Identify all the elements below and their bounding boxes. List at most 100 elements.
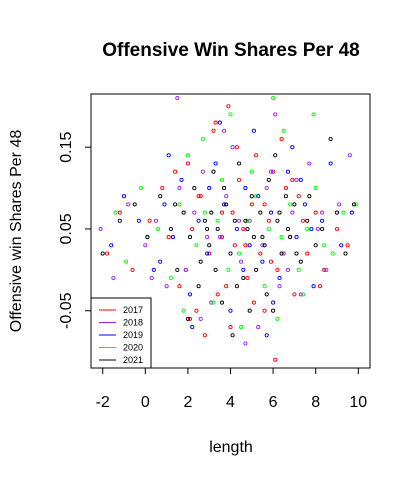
data-point-2021 — [228, 251, 233, 256]
legend-item-2019: 2019 — [99, 330, 143, 340]
data-point-2018 — [205, 235, 210, 240]
y-axis: -0.05 0.05 0.15 — [58, 131, 92, 329]
data-point-2018 — [264, 186, 269, 191]
data-point-2021 — [288, 235, 293, 240]
data-point-2019 — [268, 210, 274, 215]
data-point-2021 — [173, 202, 178, 207]
data-point-2017 — [117, 210, 122, 215]
x-axis: -2 0 2 4 6 8 10 — [96, 367, 367, 411]
data-point-2019 — [294, 235, 299, 240]
data-point-2020 — [354, 202, 359, 207]
data-point-2019 — [217, 120, 222, 125]
data-point-2021 — [100, 251, 105, 256]
data-point-2020 — [113, 210, 118, 215]
data-point-2021 — [294, 251, 299, 256]
data-point-2021 — [292, 202, 297, 207]
data-point-2020 — [138, 186, 144, 191]
data-point-2020 — [200, 136, 205, 142]
data-point-2021 — [185, 316, 190, 321]
data-point-2021 — [202, 218, 207, 223]
data-point-2017 — [292, 292, 297, 297]
data-point-2017 — [234, 145, 239, 150]
data-point-2017 — [230, 210, 235, 215]
data-point-2021 — [117, 218, 122, 223]
data-point-2021 — [351, 202, 357, 207]
data-point-2020 — [168, 275, 173, 281]
data-point-2017 — [224, 284, 229, 289]
data-point-2018 — [236, 218, 242, 223]
data-point-2020 — [254, 194, 259, 199]
data-point-2019 — [241, 267, 246, 272]
data-point-2020 — [228, 112, 233, 117]
data-point-2017 — [251, 300, 256, 305]
data-point-2020 — [288, 202, 293, 207]
data-point-2018 — [324, 267, 329, 272]
data-point-2021 — [298, 259, 303, 264]
data-point-2021 — [222, 186, 227, 191]
legend-label: 2020 — [123, 343, 143, 353]
data-point-2018 — [256, 325, 261, 330]
data-point-2020 — [279, 235, 284, 240]
data-point-2021 — [234, 284, 239, 289]
data-point-2019 — [271, 300, 276, 305]
data-point-2021 — [224, 202, 229, 207]
data-point-2020 — [330, 251, 335, 256]
data-point-2017 — [271, 169, 276, 174]
data-point-2020 — [262, 284, 267, 289]
data-point-2021 — [262, 243, 267, 248]
data-point-2017 — [166, 235, 171, 240]
data-point-2018 — [294, 177, 299, 182]
data-point-2017 — [245, 275, 250, 281]
data-point-2017 — [219, 235, 225, 240]
data-point-2019 — [213, 161, 218, 166]
data-point-2021 — [343, 251, 348, 256]
x-tick-label: 0 — [141, 394, 150, 411]
data-point-2018 — [198, 316, 203, 321]
data-point-2020 — [181, 308, 186, 313]
data-point-2017 — [275, 267, 280, 272]
data-point-2020 — [311, 112, 316, 117]
data-point-2021 — [275, 218, 280, 223]
data-point-2017 — [177, 284, 182, 289]
data-point-2021 — [158, 194, 163, 199]
data-point-2018 — [307, 161, 312, 166]
data-point-2021 — [181, 210, 186, 215]
data-point-2018 — [285, 267, 291, 272]
data-point-2021 — [198, 259, 203, 264]
data-point-2019 — [243, 186, 248, 191]
data-point-2020 — [305, 226, 310, 232]
data-point-2020 — [185, 153, 190, 158]
data-point-2017 — [207, 251, 212, 256]
data-point-2021 — [187, 235, 193, 240]
data-point-2018 — [224, 194, 229, 199]
data-point-2020 — [275, 316, 280, 321]
data-point-2020 — [239, 325, 244, 330]
legend-entries: 2017 2018 2019 2020 2021 — [99, 305, 143, 365]
data-point-2018 — [192, 210, 197, 215]
data-point-2017 — [187, 316, 193, 321]
data-point-2017 — [198, 194, 203, 199]
data-point-2019 — [205, 251, 210, 256]
data-point-2017 — [262, 202, 267, 207]
data-point-2019 — [234, 226, 239, 232]
data-point-2018 — [217, 235, 222, 240]
data-point-2017 — [334, 226, 340, 232]
data-point-2020 — [249, 169, 254, 174]
data-point-2021 — [205, 226, 210, 232]
data-point-2018 — [281, 251, 286, 256]
data-point-2021 — [243, 218, 248, 223]
data-point-2018 — [268, 169, 274, 174]
data-point-2019 — [170, 235, 176, 240]
data-point-2018 — [290, 210, 295, 215]
data-point-2019 — [136, 218, 141, 223]
data-point-2021 — [209, 210, 214, 215]
data-point-2017 — [322, 267, 327, 272]
data-point-2019 — [285, 169, 291, 174]
data-point-2020 — [245, 218, 250, 223]
data-point-2020 — [300, 292, 305, 297]
data-point-2017 — [266, 218, 271, 223]
data-point-2019 — [228, 308, 233, 313]
data-point-2018 — [177, 186, 182, 191]
data-point-2020 — [219, 177, 225, 182]
data-point-2021 — [219, 300, 225, 305]
